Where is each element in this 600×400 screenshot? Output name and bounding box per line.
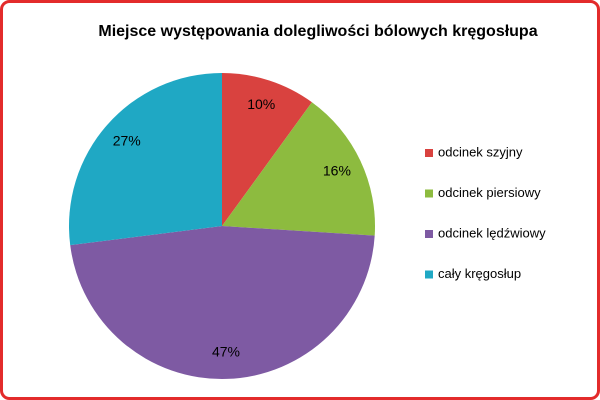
chart-title: Miejsce występowania dolegliwości bólowy… (98, 23, 537, 40)
pie-slice (222, 73, 312, 226)
legend-swatch (425, 189, 433, 198)
pie-slice (69, 73, 222, 246)
legend-swatch (425, 230, 433, 238)
legend-swatch (425, 270, 433, 279)
data-label: 10% (247, 96, 275, 112)
data-label: 27% (113, 133, 141, 149)
data-label: 16% (323, 163, 351, 179)
legend-label: odcinek piersiowy (438, 185, 541, 200)
data-label: 47% (212, 344, 240, 360)
legend-swatch (425, 149, 433, 157)
pie-slice (70, 226, 375, 379)
pie-slice (222, 102, 375, 236)
legend-label: odcinek szyjny (438, 144, 523, 159)
legend-label: odcinek lędźwiowy (438, 225, 546, 240)
legend-label: cały kręgosłup (438, 266, 521, 281)
